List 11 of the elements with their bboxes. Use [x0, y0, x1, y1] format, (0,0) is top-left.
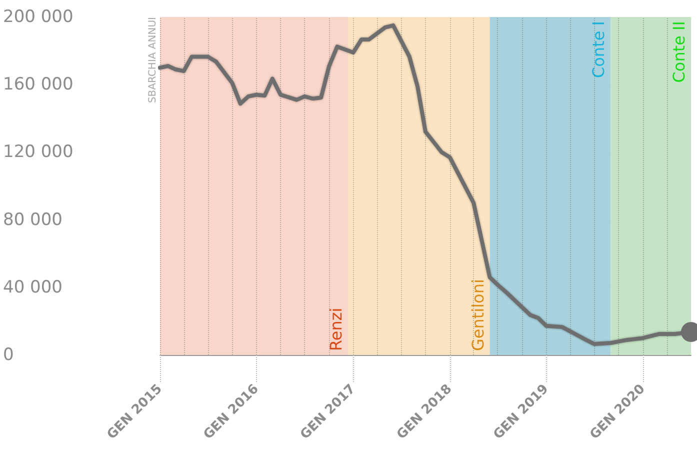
y-tick-label: 80 000: [3, 210, 62, 230]
band-label: Conte II: [670, 21, 688, 83]
y-tick-label: 120 000: [3, 142, 74, 162]
y-axis-title: SBARCHIA ANNUI: [148, 17, 158, 104]
band-label: Gentiloni: [468, 279, 488, 351]
y-tick-label: 160 000: [3, 74, 74, 95]
y-tick-label: 40 000: [3, 277, 62, 298]
band-label: Conte I: [589, 21, 608, 78]
y-tick-label: 200 000: [3, 7, 74, 27]
y-tick-label: 0: [3, 345, 14, 365]
band-label: Renzi: [326, 308, 346, 351]
